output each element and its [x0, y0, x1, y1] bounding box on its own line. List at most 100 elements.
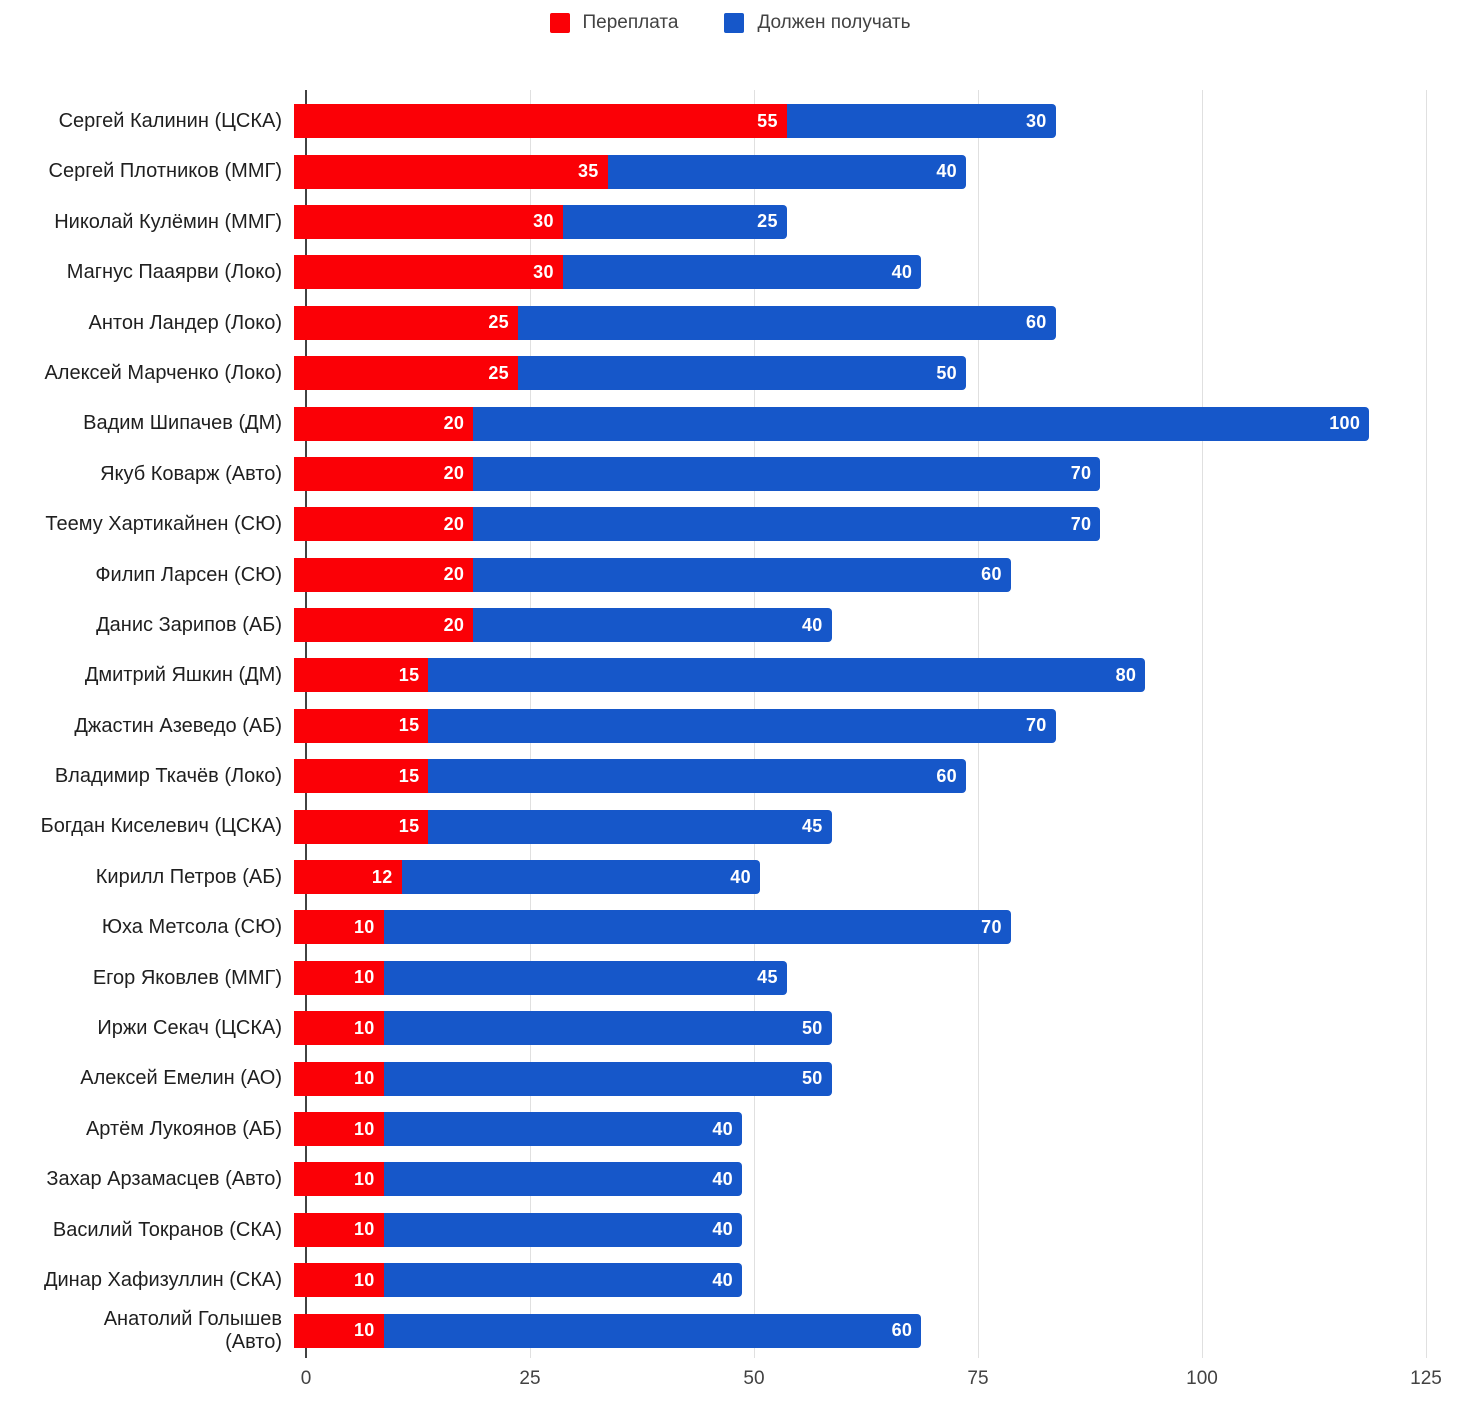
bar-value-label: 10: [353, 1269, 375, 1290]
should-receive-bar-segment: 40: [383, 1263, 742, 1298]
category-label: Сергей Плотников (ММГ): [48, 160, 282, 183]
should-receive-bar-segment: 40: [383, 1112, 742, 1146]
chart-row: Николай Кулёмин (ММГ) 30 25: [0, 197, 1460, 247]
overpay-bar-segment: 20: [294, 406, 474, 441]
legend-item-overpay: Переплата: [549, 12, 679, 34]
category-label: Анатолий Голышев (Авто): [103, 1308, 282, 1353]
bar-value-label: 60: [981, 564, 1002, 585]
gridline: [1426, 90, 1427, 1358]
should-receive-bar-segment: 50: [518, 356, 966, 391]
chart-row: Василий Токранов (СКА) 10 40: [0, 1205, 1460, 1255]
should-receive-bar-segment: 40: [383, 1212, 742, 1247]
chart-row: Владимир Ткачёв (Локо) 15 60: [0, 751, 1460, 801]
bar-value-label: 100: [1329, 413, 1361, 434]
x-axis-tick-label: 50: [743, 1368, 765, 1389]
x-axis-tick-label: 25: [519, 1368, 541, 1389]
chart-row: Теему Хартикайнен (СЮ) 20 70: [0, 499, 1460, 549]
bar-value-label: 10: [353, 1068, 375, 1089]
should-receive-bar-segment: 70: [428, 708, 1056, 743]
bar-value-label: 10: [353, 916, 375, 937]
bar-group: 15 70: [294, 708, 1414, 743]
bar-value-label: 30: [533, 211, 554, 232]
bar-value-label: 10: [353, 1320, 375, 1341]
should-receive-bar-segment: 70: [473, 456, 1101, 491]
chart-row: Вадим Шипачев (ДМ) 20 100: [0, 398, 1460, 448]
bar-group: 15 60: [294, 759, 1414, 794]
overpay-bar-segment: 20: [294, 608, 474, 643]
bar-value-label: 50: [801, 1017, 823, 1038]
should-receive-bar-segment: 80: [428, 658, 1146, 693]
category-label: Теему Хартикайнен (СЮ): [45, 513, 282, 536]
chart-row: Иржи Секач (ЦСКА) 10 50: [0, 1003, 1460, 1053]
should-receive-bar-segment: 70: [473, 507, 1101, 542]
chart-legend: Переплата Должен получать: [0, 12, 1460, 34]
bar-value-label: 40: [712, 1168, 733, 1189]
chart-row: Анатолий Голышев (Авто) 10 60: [0, 1305, 1460, 1355]
gridline: [1202, 90, 1203, 1358]
bar-value-label: 12: [371, 866, 393, 887]
bar-value-label: 40: [712, 1118, 733, 1139]
chart-row: Захар Арзамасцев (Авто) 10 40: [0, 1154, 1460, 1204]
chart-row: Кирилл Петров (АБ) 12 40: [0, 852, 1460, 902]
bar-value-label: 10: [353, 1168, 375, 1189]
overpay-bar-segment: 10: [294, 910, 384, 945]
bar-value-label: 20: [443, 513, 465, 534]
chart-row: Артём Лукоянов (АБ) 10 40: [0, 1104, 1460, 1154]
should-receive-legend-swatch: [724, 13, 745, 33]
x-axis-tick-label: 125: [1410, 1368, 1442, 1389]
should-receive-bar-segment: 40: [383, 1162, 742, 1197]
bar-value-label: 40: [712, 1269, 733, 1290]
should-receive-bar-segment: 40: [562, 255, 922, 290]
bar-value-label: 20: [443, 463, 465, 484]
chart-row: Якуб Коварж (Авто) 20 70: [0, 449, 1460, 499]
should-receive-bar-segment: 50: [383, 1011, 832, 1046]
bar-value-label: 40: [891, 261, 913, 282]
bar-group: 10 40: [294, 1112, 1414, 1146]
overpay-bar-segment: 15: [294, 708, 429, 743]
bar-group: 15 80: [294, 658, 1414, 693]
bar-group: 20 60: [294, 557, 1414, 592]
should-receive-bar-segment: 60: [383, 1313, 922, 1348]
overpay-bar-segment: 10: [294, 1112, 384, 1146]
bar-value-label: 10: [353, 967, 375, 988]
overpay-bar-segment: 10: [294, 960, 384, 995]
bar-value-label: 20: [443, 413, 465, 434]
category-label: Динар Хафизуллин (СКА): [43, 1268, 282, 1291]
bar-group: 10 50: [294, 1061, 1414, 1096]
bar-group: 10 40: [294, 1212, 1414, 1247]
bar-value-label: 35: [577, 161, 599, 182]
overpay-bar-segment: 10: [294, 1162, 384, 1197]
overpay-bar-segment: 35: [294, 154, 608, 189]
bar-value-label: 80: [1115, 664, 1137, 685]
bar-group: 55 30: [294, 104, 1414, 139]
bar-value-label: 25: [488, 362, 509, 383]
chart-row: Антон Ландер (Локо) 25 60: [0, 298, 1460, 348]
overpay-bar-segment: 15: [294, 658, 429, 693]
bar-group: 20 70: [294, 456, 1414, 491]
overpay-legend-label: Переплата: [582, 12, 679, 33]
bar-value-label: 20: [443, 614, 465, 635]
category-label: Николай Кулёмин (ММГ): [54, 210, 282, 233]
category-label: Якуб Коварж (Авто): [100, 462, 282, 485]
bar-value-label: 10: [353, 1017, 375, 1038]
should-receive-bar-segment: 40: [473, 608, 832, 643]
bar-value-label: 70: [981, 916, 1002, 937]
bar-value-label: 15: [398, 664, 420, 685]
bar-group: 25 60: [294, 305, 1414, 340]
x-axis: 0 25 50 75 100 125: [301, 1368, 1442, 1394]
bar-value-label: 60: [891, 1320, 913, 1341]
overpay-bar-segment: 20: [294, 507, 474, 542]
chart-row: Сергей Плотников (ММГ) 35 40: [0, 146, 1460, 196]
should-receive-bar-segment: 60: [428, 759, 966, 794]
overpay-bar-segment: 10: [294, 1061, 384, 1096]
bar-value-label: 55: [757, 110, 778, 131]
category-label: Юха Метсола (СЮ): [101, 916, 282, 939]
should-receive-bar-segment: 45: [383, 960, 787, 995]
category-label: Данис Зарипов (АБ): [96, 613, 282, 636]
chart-rows: Сергей Калинин (ЦСКА) 55 30 Сергей Плотнико…: [0, 96, 1460, 1356]
chart-row: Джастин Азеведо (АБ) 15 70: [0, 701, 1460, 751]
bar-value-label: 25: [757, 211, 778, 232]
should-receive-bar-segment: 40: [607, 154, 966, 189]
chart-row: Филип Ларсен (СЮ) 20 60: [0, 550, 1460, 600]
bar-value-label: 60: [936, 765, 957, 786]
